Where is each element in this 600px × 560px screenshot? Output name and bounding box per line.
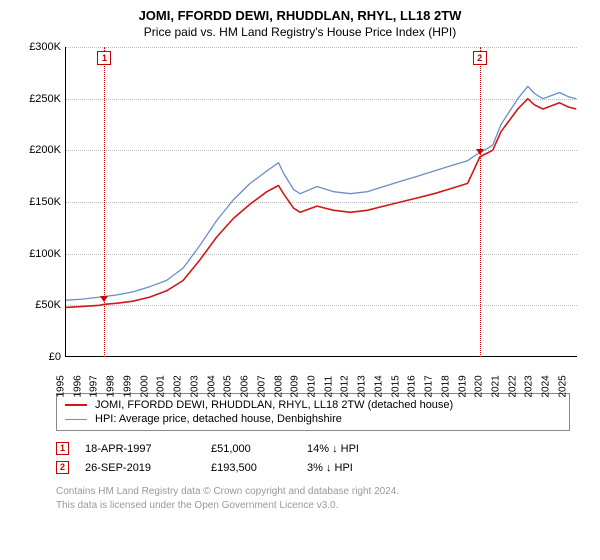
x-axis-label: 2011 (323, 376, 334, 398)
y-axis-label: £100K (23, 248, 61, 260)
legend-swatch (65, 419, 87, 420)
legend-label: HPI: Average price, detached house, Denb… (95, 413, 342, 425)
line-chart (66, 47, 578, 357)
sale-vs-hpi: 14% ↓ HPI (307, 443, 427, 455)
sales-table: 1 18-APR-1997 £51,000 14% ↓ HPI 2 26-SEP-2019… (56, 439, 570, 477)
x-axis-label: 2005 (223, 375, 234, 397)
sale-row: 2 26-SEP-2019 £193,500 3% ↓ HPI (56, 458, 570, 477)
y-axis-label: £200K (23, 144, 61, 156)
y-axis-label: £250K (23, 93, 61, 105)
x-axis-label: 2007 (256, 375, 267, 397)
sale-date: 18-APR-1997 (85, 443, 195, 455)
x-axis-label: 2019 (457, 375, 468, 397)
marker-arrow-icon (476, 149, 484, 155)
sale-price: £51,000 (211, 443, 291, 455)
page-title: JOMI, FFORDD DEWI, RHUDDLAN, RHYL, LL18 … (14, 8, 586, 23)
sale-row: 1 18-APR-1997 £51,000 14% ↓ HPI (56, 439, 570, 458)
sale-price: £193,500 (211, 462, 291, 474)
x-axis-label: 2025 (557, 375, 568, 397)
x-axis-label: 2017 (424, 375, 435, 397)
x-axis-label: 2001 (156, 375, 167, 397)
series-hpi (66, 86, 576, 300)
marker-arrow-icon (100, 296, 108, 302)
sale-date: 26-SEP-2019 (85, 462, 195, 474)
legend-item: JOMI, FFORDD DEWI, RHUDDLAN, RHYL, LL18 … (65, 398, 561, 412)
marker-badge: 1 (97, 51, 111, 65)
legend-item: HPI: Average price, detached house, Denb… (65, 412, 561, 426)
y-axis-label: £50K (23, 299, 61, 311)
x-axis-label: 2000 (139, 375, 150, 397)
legend: JOMI, FFORDD DEWI, RHUDDLAN, RHYL, LL18 … (56, 393, 570, 431)
legend-label: JOMI, FFORDD DEWI, RHUDDLAN, RHYL, LL18 … (95, 399, 453, 411)
x-axis-label: 2018 (440, 375, 451, 397)
page-subtitle: Price paid vs. HM Land Registry's House … (14, 25, 586, 39)
x-axis-label: 2021 (491, 375, 502, 397)
credits: Contains HM Land Registry data © Crown c… (56, 485, 570, 512)
marker-line (480, 47, 481, 357)
x-axis-label: 2022 (507, 375, 518, 397)
x-axis-label: 2004 (206, 375, 217, 397)
x-axis-label: 2014 (373, 375, 384, 397)
x-axis-label: 2015 (390, 375, 401, 397)
marker-line (104, 47, 105, 357)
x-axis-label: 1999 (122, 375, 133, 397)
x-axis-label: 2006 (240, 375, 251, 397)
credits-line-1: Contains HM Land Registry data © Crown c… (56, 485, 570, 499)
x-axis-label: 2012 (340, 375, 351, 397)
sale-marker-badge: 1 (56, 442, 69, 455)
x-axis-label: 2002 (173, 375, 184, 397)
x-axis-label: 2016 (407, 375, 418, 397)
sale-marker-badge: 2 (56, 461, 69, 474)
x-axis-label: 2024 (541, 375, 552, 397)
x-axis-label: 2023 (524, 375, 535, 397)
plot-region: 12 (65, 47, 577, 357)
x-axis-label: 1996 (72, 375, 83, 397)
x-axis-label: 2003 (189, 375, 200, 397)
x-axis-label: 1997 (89, 375, 100, 397)
y-axis-label: £300K (23, 41, 61, 53)
x-axis-label: 2009 (290, 375, 301, 397)
x-axis-label: 2010 (306, 375, 317, 397)
marker-badge: 2 (473, 51, 487, 65)
x-axis-label: 2020 (474, 375, 485, 397)
credits-line-2: This data is licensed under the Open Gov… (56, 499, 570, 513)
x-axis-label: 1995 (56, 375, 67, 397)
chart-area: £0£50K£100K£150K£200K£250K£300K 12 19951… (23, 47, 577, 387)
sale-vs-hpi: 3% ↓ HPI (307, 462, 427, 474)
y-axis-label: £0 (23, 351, 61, 363)
x-axis-label: 2008 (273, 375, 284, 397)
x-axis-label: 1998 (106, 375, 117, 397)
x-axis-label: 2013 (357, 375, 368, 397)
series-property (66, 99, 576, 308)
y-axis-label: £150K (23, 196, 61, 208)
legend-swatch (65, 404, 87, 406)
